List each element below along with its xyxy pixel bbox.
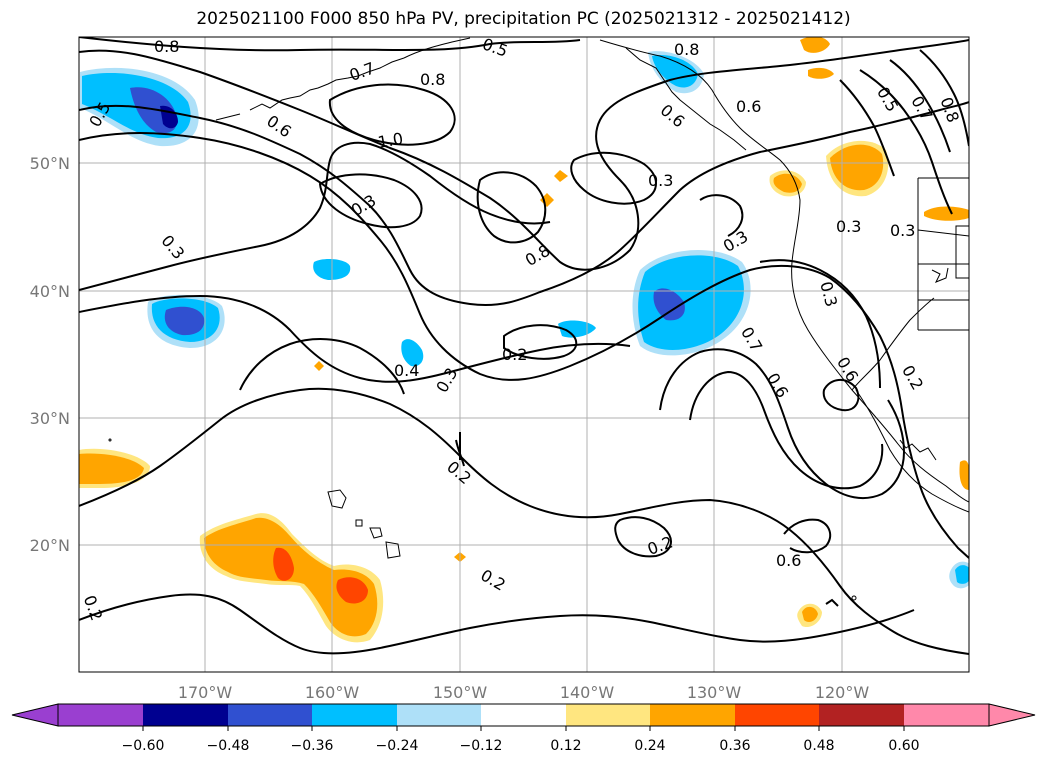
lon-tick-label: 130°W — [687, 683, 742, 702]
lon-tick-label: 160°W — [305, 683, 360, 702]
colorbar-tick-label: 0.36 — [719, 738, 750, 754]
graticule — [79, 37, 969, 672]
colorbar-swatch — [143, 704, 228, 726]
colorbar-tick-label: 0.12 — [550, 738, 581, 754]
colorbar-tick-label: −0.12 — [460, 738, 503, 754]
colorbar-tick-label: −0.48 — [207, 738, 250, 754]
colorbar-tick-label: −0.60 — [122, 738, 165, 754]
colorbar-swatch — [481, 704, 566, 726]
lon-tick-label: 150°W — [433, 683, 488, 702]
contour-label: 0.6 — [736, 97, 761, 116]
contour-label: 0.3 — [836, 217, 861, 236]
lat-tick-label: 40°N — [30, 282, 70, 301]
lon-axis: 170°W 160°W 150°W 140°W 130°W 120°W — [178, 683, 870, 702]
colorbar-tick-label: −0.24 — [376, 738, 419, 754]
contour-label: 1.0 — [376, 129, 404, 152]
colorbar-swatch — [397, 704, 481, 726]
colorbar-swatch — [566, 704, 650, 726]
coastlines — [108, 37, 969, 601]
contour-label: 0.6 — [776, 551, 801, 570]
lat-tick-label: 50°N — [30, 154, 70, 173]
contour-label: 0.2 — [502, 345, 527, 364]
lon-tick-label: 120°W — [815, 683, 870, 702]
lat-tick-label: 30°N — [30, 409, 70, 428]
colorbar-tick-label: 0.48 — [803, 738, 834, 754]
colorbar-swatch — [58, 704, 143, 726]
figure-title: 2025021100 F000 850 hPa PV, precipitatio… — [196, 9, 851, 29]
contour-label: 0.8 — [674, 40, 699, 59]
colorbar-tick-label: −0.36 — [291, 738, 334, 754]
colorbar-swatch — [228, 704, 312, 726]
colorbar-swatch — [650, 704, 735, 726]
colorbar-extend-high — [988, 703, 1036, 727]
lat-axis: 50°N 40°N 30°N 20°N — [30, 154, 70, 555]
contour-label: 0.3 — [648, 171, 673, 190]
lat-tick-label: 20°N — [30, 536, 70, 555]
colorbar-swatch — [312, 704, 397, 726]
contour-label: 0.3 — [890, 221, 915, 240]
colorbar-tick-label: 0.24 — [634, 738, 665, 754]
colorbar-extend-low — [11, 703, 59, 727]
contour-label: 0.4 — [394, 361, 419, 380]
colorbar-swatch — [819, 704, 904, 726]
lon-tick-label: 140°W — [560, 683, 615, 702]
colorbar-tick-label: 0.60 — [888, 738, 919, 754]
pv-contours — [79, 37, 969, 655]
contour-label: 0.8 — [420, 70, 445, 89]
colorbar: −0.60 −0.48 −0.36 −0.24 −0.12 0.12 0.24 … — [11, 703, 1036, 754]
contour-label: 0.8 — [154, 37, 179, 56]
lon-tick-label: 170°W — [178, 683, 233, 702]
colorbar-swatch — [904, 704, 989, 726]
colorbar-swatch — [735, 704, 819, 726]
map-panel: 0.8 0.5 0.8 0.7 0.8 0.5 0.6 0.7 0.8 0.6 … — [78, 34, 970, 673]
